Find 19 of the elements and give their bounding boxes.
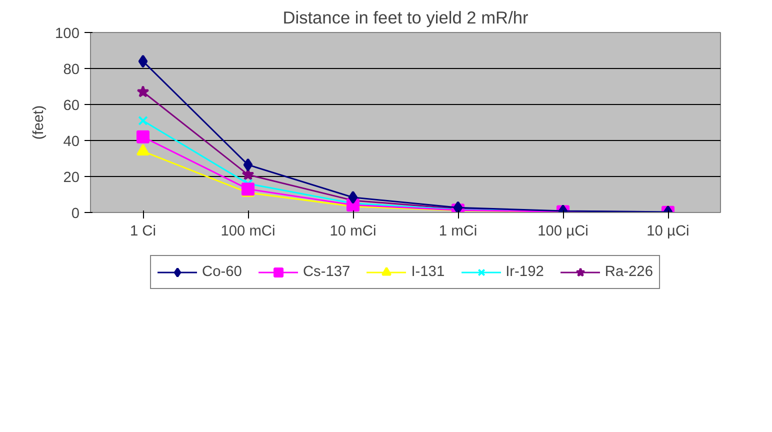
y-tick-label: 0: [71, 206, 80, 222]
x-tick-label: 10 mCi: [330, 224, 376, 240]
chart-title: Distance in feet to yield 2 mR/hr: [282, 8, 529, 28]
x-tick-label: 1 mCi: [438, 224, 478, 240]
legend-label: I-131: [411, 264, 445, 280]
x-tick-label: 10 µCi: [646, 224, 690, 240]
x-tick-label: 100 µCi: [538, 224, 588, 240]
legend-label: Ra-226: [604, 264, 653, 280]
y-tick-label: 60: [63, 98, 80, 114]
legend-label: Co-60: [202, 264, 242, 280]
y-tick-label: 100: [55, 26, 80, 42]
x-tick-label: 100 mCi: [220, 224, 276, 240]
y-tick-label: 20: [63, 170, 80, 186]
x-tick-label: 1 Ci: [130, 224, 156, 240]
legend-label: Ir-192: [506, 264, 544, 280]
y-tick-label: 80: [63, 62, 80, 78]
y-tick-label: 40: [63, 134, 80, 150]
y-axis-title: (feet): [31, 105, 48, 140]
legend-label: Cs-137: [302, 264, 350, 280]
